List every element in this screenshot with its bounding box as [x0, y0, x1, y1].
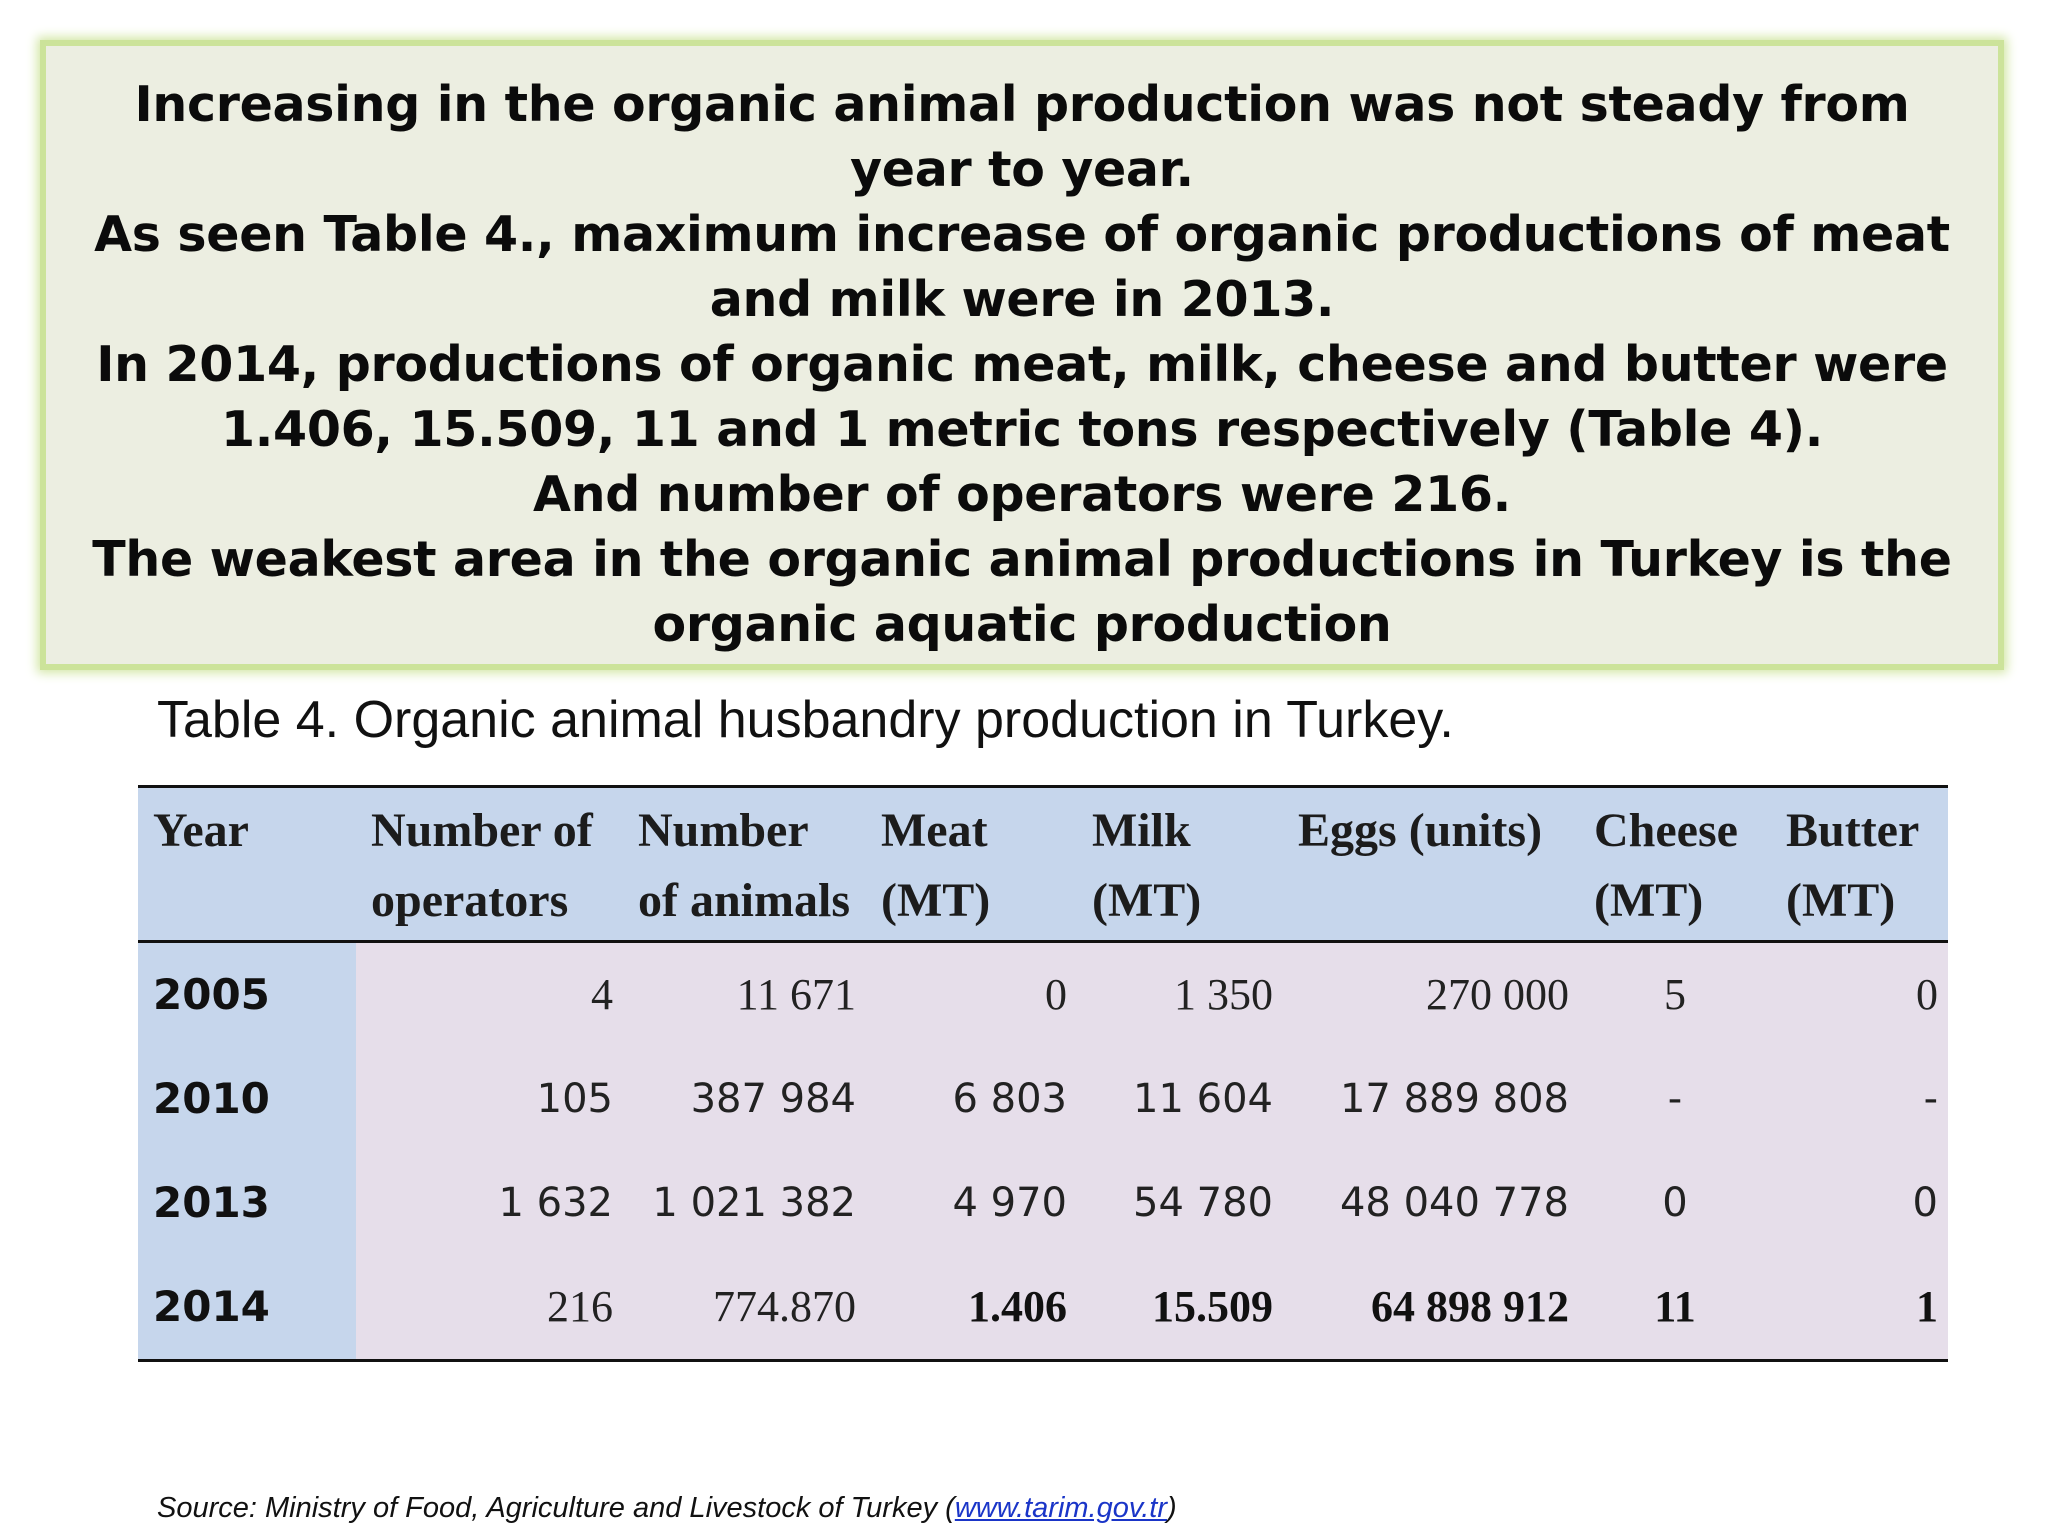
header-meat: Meat (MT) [866, 786, 1077, 943]
cell-butter: 1 [1771, 1255, 1948, 1362]
summary-paragraph: And number of operators were 216. [533, 466, 1511, 523]
cell-eggs: 17 889 808 [1283, 1047, 1579, 1151]
header-milk: Milk (MT) [1077, 786, 1283, 943]
cell-animals: 774.870 [623, 1255, 866, 1362]
cell-milk: 1 350 [1077, 941, 1283, 1047]
header-cheese: Cheese (MT) [1579, 786, 1771, 943]
source-note: Source: Ministry of Food, Agriculture an… [157, 1492, 1177, 1525]
cell-year: 2014 [138, 1255, 356, 1362]
cell-cheese: - [1579, 1047, 1771, 1151]
summary-textbox: Increasing in the organic animal product… [40, 40, 2004, 670]
source-text: Source: Ministry of Food, Agriculture an… [157, 1492, 955, 1524]
cell-animals: 11 671 [623, 941, 866, 1047]
cell-cheese: 11 [1579, 1255, 1771, 1362]
cell-eggs: 64 898 912 [1283, 1255, 1579, 1362]
cell-milk: 54 780 [1077, 1151, 1283, 1255]
summary-paragraph: Increasing in the organic animal product… [134, 76, 1910, 198]
cell-milk: 11 604 [1077, 1047, 1283, 1151]
cell-eggs: 48 040 778 [1283, 1151, 1579, 1255]
summary-paragraph: In 2014, productions of organic meat, mi… [96, 336, 1948, 458]
table-row: 2013 1 632 1 021 382 4 970 54 780 48 040… [138, 1151, 1948, 1255]
cell-butter: 0 [1771, 1151, 1948, 1255]
production-table: Year Number of operators Number of anima… [138, 785, 1948, 1362]
cell-meat: 1.406 [866, 1255, 1077, 1362]
cell-operators: 105 [356, 1047, 623, 1151]
cell-operators: 4 [356, 941, 623, 1047]
cell-operators: 216 [356, 1255, 623, 1362]
table-row: 2014 216 774.870 1.406 15.509 64 898 912… [138, 1255, 1948, 1362]
cell-meat: 4 970 [866, 1151, 1077, 1255]
cell-butter: 0 [1771, 941, 1948, 1047]
table-caption: Table 4. Organic animal husbandry produc… [157, 691, 1454, 749]
cell-eggs: 270 000 [1283, 941, 1579, 1047]
header-year: Year [138, 786, 356, 943]
source-suffix: ) [1166, 1492, 1177, 1524]
summary-paragraph: The weakest area in the organic animal p… [92, 531, 1952, 653]
header-eggs: Eggs (units) [1283, 786, 1579, 943]
cell-butter: - [1771, 1047, 1948, 1151]
cell-meat: 6 803 [866, 1047, 1077, 1151]
cell-animals: 387 984 [623, 1047, 866, 1151]
cell-cheese: 5 [1579, 941, 1771, 1047]
cell-cheese: 0 [1579, 1151, 1771, 1255]
cell-year: 2005 [138, 941, 356, 1047]
cell-meat: 0 [866, 941, 1077, 1047]
table-header-row: Year Number of operators Number of anima… [138, 786, 1948, 943]
header-operators: Number of operators [356, 786, 623, 943]
cell-year: 2013 [138, 1151, 356, 1255]
table-row: 2010 105 387 984 6 803 11 604 17 889 808… [138, 1047, 1948, 1151]
cell-animals: 1 021 382 [623, 1151, 866, 1255]
header-butter: Butter (MT) [1771, 786, 1948, 943]
source-link[interactable]: www.tarim.gov.tr [954, 1492, 1167, 1524]
table-row: 2005 4 11 671 0 1 350 270 000 5 0 [138, 941, 1948, 1047]
cell-year: 2010 [138, 1047, 356, 1151]
cell-milk: 15.509 [1077, 1255, 1283, 1362]
summary-paragraph: As seen Table 4., maximum increase of or… [94, 206, 1950, 328]
cell-operators: 1 632 [356, 1151, 623, 1255]
header-animals: Number of animals [623, 786, 866, 943]
